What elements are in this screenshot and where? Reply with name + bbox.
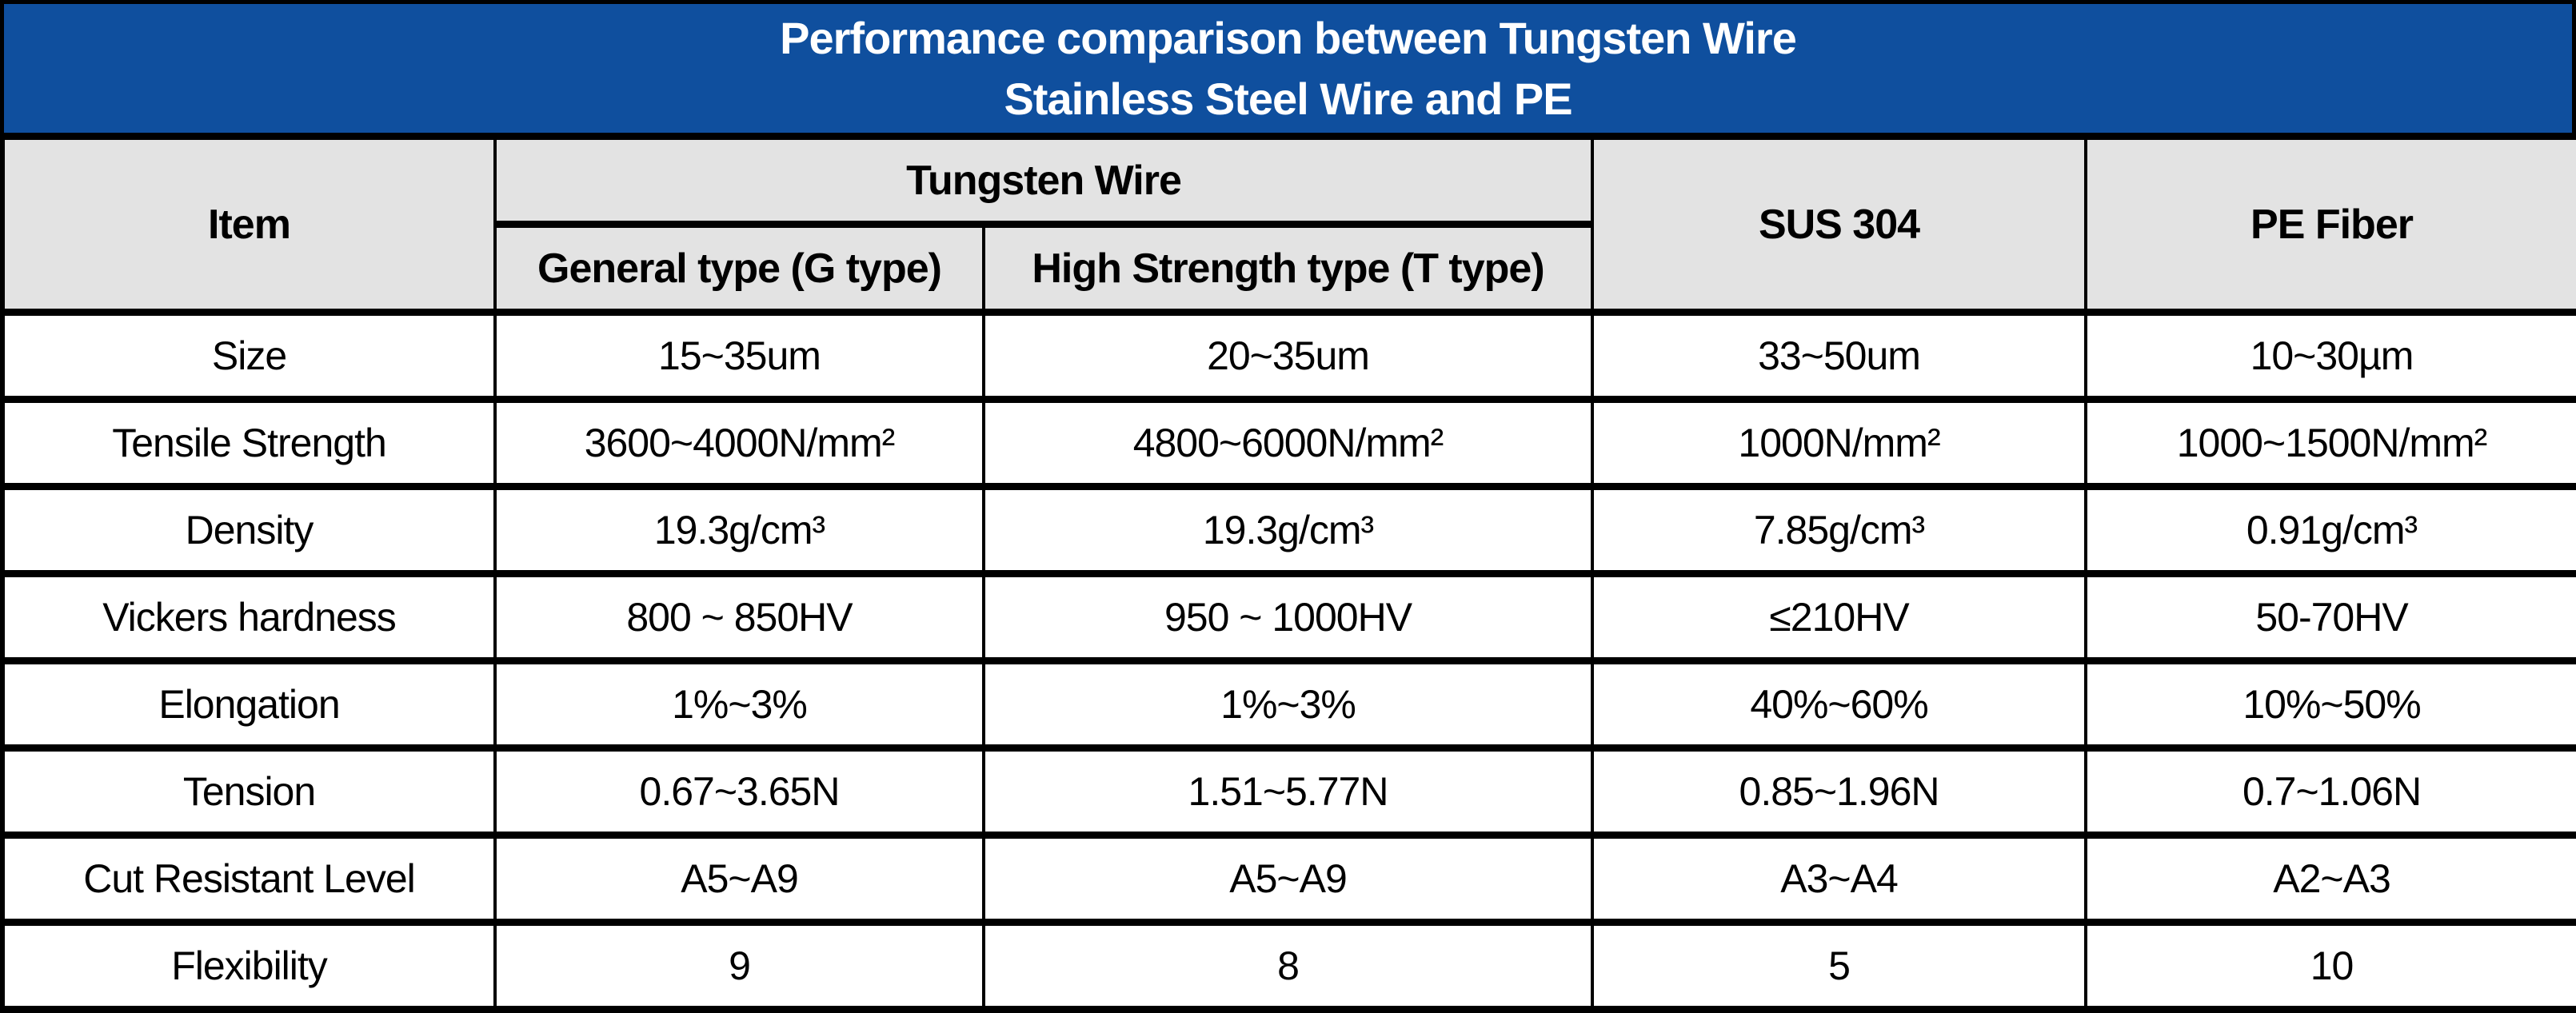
cell-value: 3600~4000N/mm² [493,396,985,490]
cell-value: 8 [981,919,1595,1013]
cell-value: 950 ~ 1000HV [981,570,1595,664]
subheader-cell-general-type: General type (G type) [493,221,985,316]
cell-value: 1000N/mm² [1591,396,2088,490]
comparison-table: Item Tungsten Wire SUS 304 PE Fiber Gene… [0,133,2576,1013]
cell-value: A2~A3 [2084,832,2576,926]
table-row-tensile-strength: Tensile Strength 3600~4000N/mm² 4800~600… [1,396,2576,490]
cell-value: 0.91g/cm³ [2084,483,2576,577]
cell-value: A3~A4 [1591,832,2088,926]
header-row-1: Item Tungsten Wire SUS 304 PE Fiber [1,133,2576,316]
cell-value: 1%~3% [493,657,985,752]
cell-value: 40%~60% [1591,657,2088,752]
cell-value: A5~A9 [981,832,1595,926]
table-row-elongation: Elongation 1%~3% 1%~3% 40%~60% 10%~50% [1,657,2576,752]
cell-value: 50-70HV [2084,570,2576,664]
title-line-1: Performance comparison between Tungsten … [780,12,1797,63]
row-label: Size [1,309,497,403]
row-label: Tensile Strength [1,396,497,490]
cell-value: 20~35um [981,309,1595,403]
cell-value: 1%~3% [981,657,1595,752]
header-cell-tungsten-wire: Tungsten Wire [493,133,1595,228]
cell-value: 800 ~ 850HV [493,570,985,664]
cell-value: 10~30µm [2084,309,2576,403]
cell-value: A5~A9 [493,832,985,926]
cell-value: 10%~50% [2084,657,2576,752]
subheader-cell-high-strength-type: High Strength type (T type) [981,221,1595,316]
row-label: Cut Resistant Level [1,832,497,926]
cell-value: 0.67~3.65N [493,744,985,839]
cell-value: 0.85~1.96N [1591,744,2088,839]
row-label: Tension [1,744,497,839]
header-cell-sus-304: SUS 304 [1591,133,2088,316]
cell-value: 33~50um [1591,309,2088,403]
row-label: Elongation [1,657,497,752]
table-row-size: Size 15~35um 20~35um 33~50um 10~30µm [1,309,2576,403]
table-row-flexibility: Flexibility 9 8 5 10 [1,919,2576,1013]
cell-value: ≤210HV [1591,570,2088,664]
cell-value: 0.7~1.06N [2084,744,2576,839]
table-row-vickers-hardness: Vickers hardness 800 ~ 850HV 950 ~ 1000H… [1,570,2576,664]
table-row-cut-resistant-level: Cut Resistant Level A5~A9 A5~A9 A3~A4 A2… [1,832,2576,926]
cell-value: 1.51~5.77N [981,744,1595,839]
header-cell-item: Item [1,133,497,316]
row-label: Flexibility [1,919,497,1013]
cell-value: 19.3g/cm³ [493,483,985,577]
cell-value: 15~35um [493,309,985,403]
table-header: Item Tungsten Wire SUS 304 PE Fiber Gene… [1,133,2576,316]
row-label: Density [1,483,497,577]
cell-value: 10 [2084,919,2576,1013]
table-row-tension: Tension 0.67~3.65N 1.51~5.77N 0.85~1.96N… [1,744,2576,839]
cell-value: 19.3g/cm³ [981,483,1595,577]
cell-value: 5 [1591,919,2088,1013]
title-line-2: Stainless Steel Wire and PE [1004,73,1572,124]
header-row-2: General type (G type) High Strength type… [2,221,2576,316]
cell-value: 7.85g/cm³ [1591,483,2088,577]
row-label: Vickers hardness [1,570,497,664]
cell-value: 1000~1500N/mm² [2084,396,2576,490]
cell-value: 9 [493,919,985,1013]
table-body: Size 15~35um 20~35um 33~50um 10~30µm Ten… [1,309,2576,1013]
cell-value: 4800~6000N/mm² [981,396,1595,490]
table-row-density: Density 19.3g/cm³ 19.3g/cm³ 7.85g/cm³ 0.… [1,483,2576,577]
header-cell-pe-fiber: PE Fiber [2084,133,2576,316]
table-title-bar: Performance comparison between Tungsten … [0,0,2576,133]
